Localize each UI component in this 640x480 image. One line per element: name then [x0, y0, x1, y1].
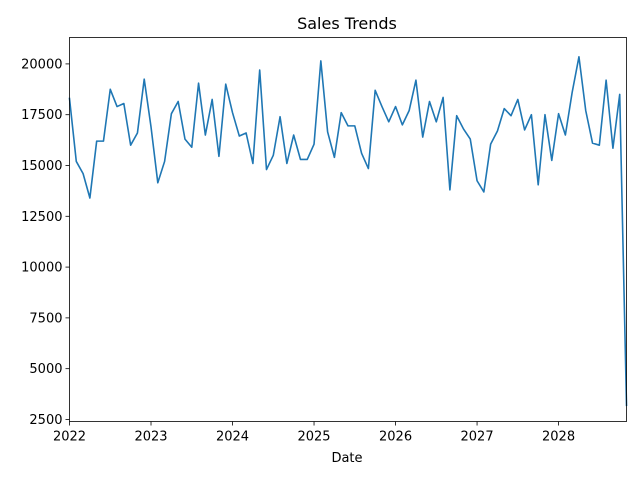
series-line-0 — [68, 55, 628, 407]
y-tick-label: 12500 — [21, 210, 62, 225]
plot-area-frame — [69, 37, 627, 422]
y-axis-ticks: 2500 5000 7500 10000 12500 15000 17500 20000 — [21, 57, 70, 428]
y-tick-label: 10000 — [21, 261, 62, 276]
series-layer — [68, 55, 628, 407]
y-tick-label: 15000 — [21, 159, 62, 174]
chart-title: Sales Trends — [297, 14, 397, 33]
y-tick-label: 5000 — [29, 362, 62, 377]
x-tick-label: 2027 — [461, 430, 494, 445]
x-tick-label: 2028 — [542, 430, 575, 445]
y-tick-label: 7500 — [29, 311, 62, 326]
x-tick-label: 2025 — [297, 430, 330, 445]
x-tick-label: 2026 — [379, 430, 412, 445]
y-tick-label: 17500 — [21, 108, 62, 123]
x-tick-label: 2024 — [216, 430, 249, 445]
x-axis-label: Date — [331, 451, 362, 466]
x-tick-label: 2023 — [134, 430, 167, 445]
y-tick-label: 20000 — [21, 57, 62, 72]
x-tick-label: 2022 — [53, 430, 86, 445]
y-tick-label: 2500 — [29, 413, 62, 428]
x-axis-ticks: 2022 2023 2024 2025 2026 2027 2028 — [53, 421, 575, 445]
